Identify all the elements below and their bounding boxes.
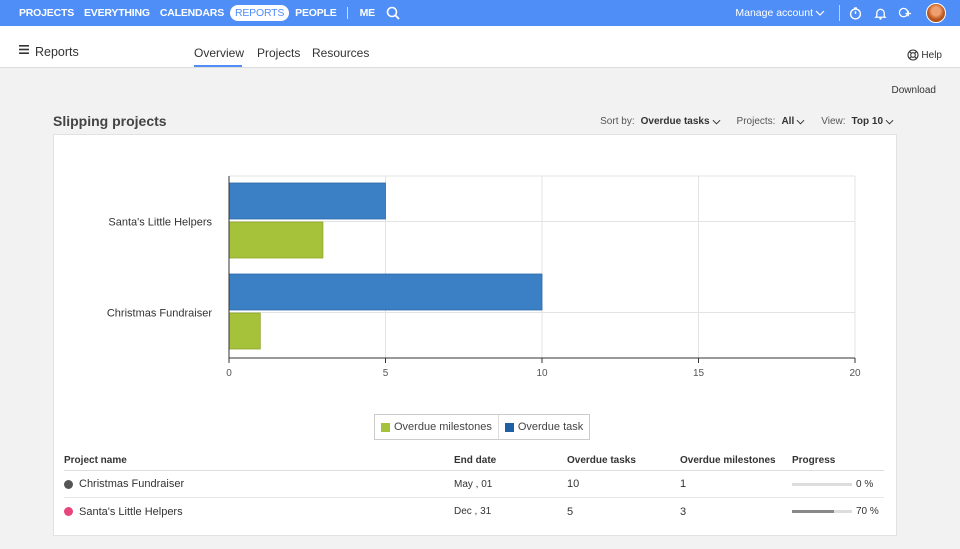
page-header: Reports Overview Projects Resources Help bbox=[0, 26, 960, 68]
progress-bar bbox=[792, 482, 852, 486]
progress-bar bbox=[792, 510, 852, 513]
category-label: Christmas Fundraiser bbox=[107, 308, 212, 320]
nav-me[interactable]: ME bbox=[359, 7, 376, 19]
end-date-cell: May , 01 bbox=[454, 478, 493, 490]
help-button[interactable]: Help bbox=[907, 49, 942, 61]
category-label: Santa's Little Helpers bbox=[108, 217, 212, 229]
avatar[interactable] bbox=[926, 3, 946, 23]
sort-label: Sort by: bbox=[600, 116, 635, 127]
end-date-cell: Dec , 31 bbox=[454, 506, 492, 517]
projects-filter-dropdown[interactable]: All bbox=[781, 116, 805, 127]
col-project-name[interactable]: Project name bbox=[64, 455, 127, 466]
bar-overdue-task bbox=[228, 273, 543, 311]
top-navbar: PROJECTS EVERYTHING CALENDARS REPORTS PE… bbox=[0, 0, 960, 26]
bar-overdue-milestones bbox=[228, 221, 324, 259]
view-dropdown[interactable]: Top 10 bbox=[852, 116, 894, 127]
timer-icon[interactable] bbox=[839, 5, 863, 21]
project-color-dot bbox=[64, 479, 73, 489]
progress-cell: 70 % bbox=[792, 506, 884, 517]
manage-account-label: Manage account bbox=[735, 7, 813, 19]
x-tick-label: 20 bbox=[849, 368, 861, 379]
x-tick-label: 0 bbox=[226, 368, 232, 379]
page-title: Reports bbox=[35, 45, 79, 59]
active-tab-indicator bbox=[194, 65, 242, 67]
x-tick-label: 5 bbox=[383, 368, 389, 379]
nav-people[interactable]: PEOPLE bbox=[295, 7, 337, 19]
bar-overdue-task bbox=[228, 182, 386, 220]
legend-label-milestones: Overdue milestones bbox=[394, 421, 492, 433]
col-progress[interactable]: Progress bbox=[792, 455, 836, 466]
tab-resources[interactable]: Resources bbox=[312, 46, 370, 60]
chevron-down-icon bbox=[885, 119, 894, 125]
nav-projects[interactable]: PROJECTS bbox=[19, 7, 74, 19]
projects-filter-value: All bbox=[781, 116, 795, 127]
overdue-milestones-cell: 1 bbox=[680, 478, 687, 490]
progress-fill bbox=[792, 510, 834, 513]
download-link[interactable]: Download bbox=[891, 85, 936, 96]
x-tick-label: 15 bbox=[693, 368, 705, 379]
nav-everything[interactable]: EVERYTHING bbox=[84, 7, 150, 19]
view-value: Top 10 bbox=[851, 116, 883, 127]
table-header: Project name End date Overdue tasks Over… bbox=[64, 451, 884, 471]
table-row[interactable]: Santa's Little Helpers Dec , 31 5 3 70 % bbox=[64, 498, 884, 525]
tab-projects[interactable]: Projects bbox=[257, 46, 301, 60]
chevron-down-icon bbox=[712, 119, 720, 125]
overdue-tasks-cell: 5 bbox=[567, 505, 574, 518]
sort-value: Overdue tasks bbox=[640, 116, 710, 127]
projects-filter-label: Projects: bbox=[736, 116, 776, 127]
project-name[interactable]: Christmas Fundraiser bbox=[79, 478, 185, 490]
table-row[interactable]: Christmas Fundraiser May , 01 10 1 0 % bbox=[64, 471, 884, 498]
projects-table: Project name End date Overdue tasks Over… bbox=[64, 451, 884, 525]
bar-chart: Santa's Little Helpers Christmas Fundrais… bbox=[107, 175, 861, 379]
progress-text: 0 % bbox=[856, 478, 874, 490]
add-user-icon[interactable] bbox=[897, 5, 913, 21]
legend-label-tasks: Overdue task bbox=[517, 421, 584, 433]
nav-calendars[interactable]: CALENDARS bbox=[159, 7, 224, 19]
tab-overview[interactable]: Overview bbox=[194, 46, 245, 60]
section-title: Slipping projects bbox=[53, 113, 167, 129]
bar-overdue-milestones bbox=[228, 312, 261, 350]
lifebuoy-icon bbox=[907, 49, 919, 61]
progress-cell: 0 % bbox=[792, 479, 884, 490]
project-name[interactable]: Santa's Little Helpers bbox=[79, 505, 183, 518]
bell-icon[interactable] bbox=[872, 5, 888, 21]
legend-swatch-milestones bbox=[381, 422, 390, 432]
chevron-down-icon bbox=[815, 10, 825, 16]
menu-icon[interactable] bbox=[19, 45, 29, 54]
col-overdue-milestones[interactable]: Overdue milestones bbox=[680, 455, 776, 466]
project-name-cell: Santa's Little Helpers bbox=[64, 506, 454, 518]
chevron-down-icon bbox=[796, 119, 805, 125]
view-label: View: bbox=[821, 116, 846, 127]
sort-dropdown[interactable]: Overdue tasks bbox=[641, 116, 721, 127]
report-controls: Sort by: Overdue tasks Projects: All Vie… bbox=[600, 116, 894, 127]
project-name-cell: Christmas Fundraiser bbox=[64, 478, 454, 490]
col-overdue-tasks[interactable]: Overdue tasks bbox=[567, 455, 636, 466]
project-color-dot bbox=[64, 507, 73, 516]
help-label: Help bbox=[921, 49, 942, 61]
nav-divider bbox=[346, 7, 348, 19]
progress-text: 70 % bbox=[856, 506, 879, 517]
search-icon[interactable] bbox=[385, 5, 401, 21]
legend-swatch-tasks bbox=[504, 422, 514, 432]
nav-reports[interactable]: REPORTS bbox=[230, 5, 290, 21]
overdue-milestones-cell: 3 bbox=[680, 505, 687, 518]
legend-item-tasks[interactable]: Overdue task bbox=[497, 415, 589, 439]
col-end-date[interactable]: End date bbox=[454, 455, 497, 466]
manage-account-menu[interactable]: Manage account bbox=[735, 7, 825, 19]
legend-item-milestones[interactable]: Overdue milestones bbox=[375, 415, 498, 439]
overdue-tasks-cell: 10 bbox=[567, 478, 580, 490]
x-tick-label: 10 bbox=[536, 368, 548, 379]
chart-legend: Overdue milestones Overdue task bbox=[374, 414, 591, 440]
slipping-projects-card: Santa's Little Helpers Christmas Fundrais… bbox=[53, 134, 897, 536]
